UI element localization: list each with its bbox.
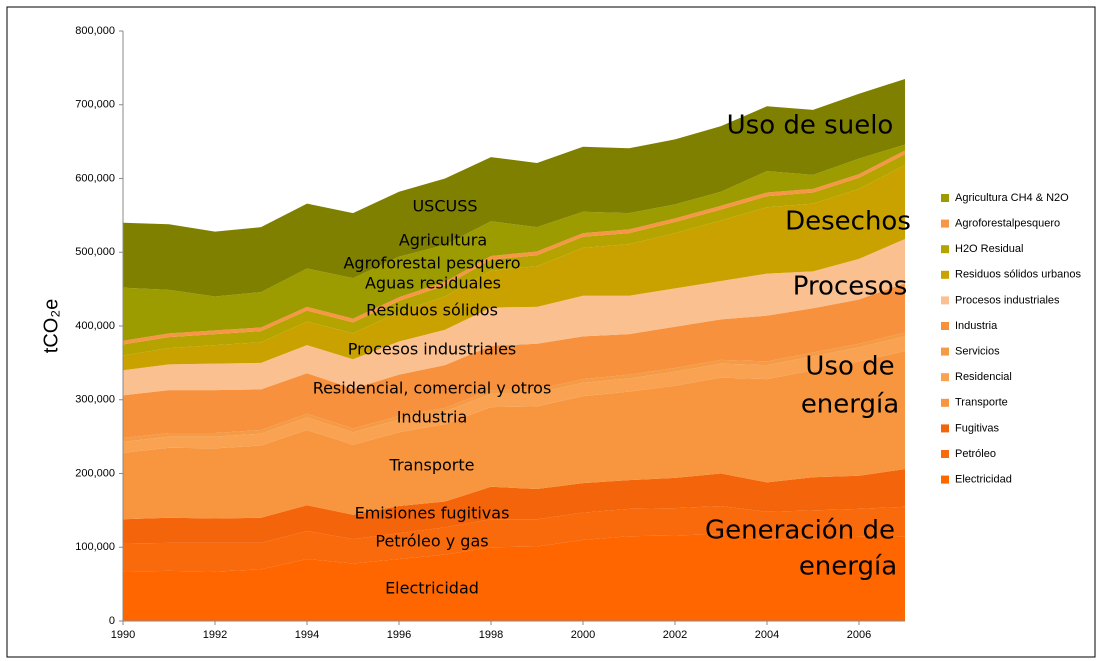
x-tick-label: 1996 [387, 629, 411, 641]
area [123, 283, 905, 439]
area [123, 533, 905, 621]
legend-swatch [941, 347, 949, 356]
legend-swatch [941, 219, 949, 228]
y-tick-label: 700,000 [75, 99, 115, 111]
annotation: Petróleo y gas [375, 532, 488, 551]
area [123, 154, 905, 356]
annotation: USCUSS [412, 197, 477, 216]
legend-swatch [941, 373, 949, 382]
annotation: Uso de [805, 352, 894, 382]
area [123, 336, 905, 453]
y-tick-label: 800,000 [75, 25, 115, 37]
y-tick-label: 500,000 [75, 246, 115, 258]
legend-label: Procesos industriales [955, 294, 1060, 306]
legend-label: Transporte [955, 397, 1008, 409]
legend-label: Agricultura CH4 & N2O [955, 192, 1069, 204]
annotation: energía [799, 552, 897, 582]
y-tick-label: 300,000 [75, 394, 115, 406]
area [123, 165, 905, 371]
legend-swatch [941, 322, 949, 330]
area [123, 469, 905, 544]
x-tick-label: 1992 [203, 629, 227, 641]
legend-label: Residencial [955, 371, 1012, 383]
legend-swatch [941, 398, 949, 407]
x-tick-label: 1994 [295, 629, 319, 641]
legend-swatch [941, 270, 949, 279]
x-tick-label: 1990 [111, 629, 135, 641]
legend-swatch [941, 194, 949, 202]
annotation: energía [801, 390, 899, 420]
legend-swatch [941, 450, 949, 458]
y-axis-label: tCO₂e [40, 299, 62, 353]
annotation: Industria [397, 408, 468, 427]
annotation: Uso de suelo [727, 111, 894, 141]
area [123, 351, 905, 520]
annotation: Procesos [793, 272, 908, 302]
y-tick-label: 600,000 [75, 172, 115, 184]
y-tick-label: 100,000 [75, 541, 115, 553]
legend-label: Servicios [955, 346, 1000, 358]
legend-swatch [941, 296, 949, 305]
legend-label: Industria [955, 320, 998, 332]
annotation: Aguas residuales [365, 274, 501, 293]
legend-label: Fugitivas [955, 422, 1000, 434]
legend-label: Electricidad [955, 474, 1012, 486]
x-tick-label: 2002 [663, 629, 687, 641]
legend-swatch [941, 424, 949, 433]
y-tick-label: 0 [109, 615, 115, 627]
annotation: Residuos sólidos [366, 301, 498, 320]
x-tick-label: 2006 [847, 629, 871, 641]
annotation: Generación de [705, 516, 895, 546]
legend-label: Residuos sólidos urbanos [955, 269, 1081, 281]
legend-label: Agroforestalpesquero [955, 218, 1060, 230]
y-tick-label: 200,000 [75, 467, 115, 479]
area [123, 505, 905, 572]
annotation: Transporte [389, 456, 475, 475]
annotation: Emisiones fugitivas [355, 504, 510, 523]
annotation: Desechos [785, 207, 911, 237]
x-tick-label: 2004 [755, 629, 779, 641]
annotation: Procesos industriales [348, 340, 517, 359]
legend-swatch [941, 245, 949, 254]
legend-label: Petróleo [955, 448, 996, 460]
area [123, 238, 905, 396]
y-tick-label: 400,000 [75, 320, 115, 332]
legend-swatch [941, 475, 949, 484]
annotation: Residencial, comercial y otros [313, 379, 552, 398]
annotation: Electricidad [385, 579, 479, 598]
x-tick-label: 1998 [479, 629, 503, 641]
annotation: Agricultura [399, 231, 487, 250]
area [123, 78, 905, 297]
annotation: Agroforestal pesquero [343, 254, 520, 273]
area [123, 144, 905, 341]
x-tick-label: 2000 [571, 629, 595, 641]
legend-label: H2O Residual [955, 243, 1023, 255]
